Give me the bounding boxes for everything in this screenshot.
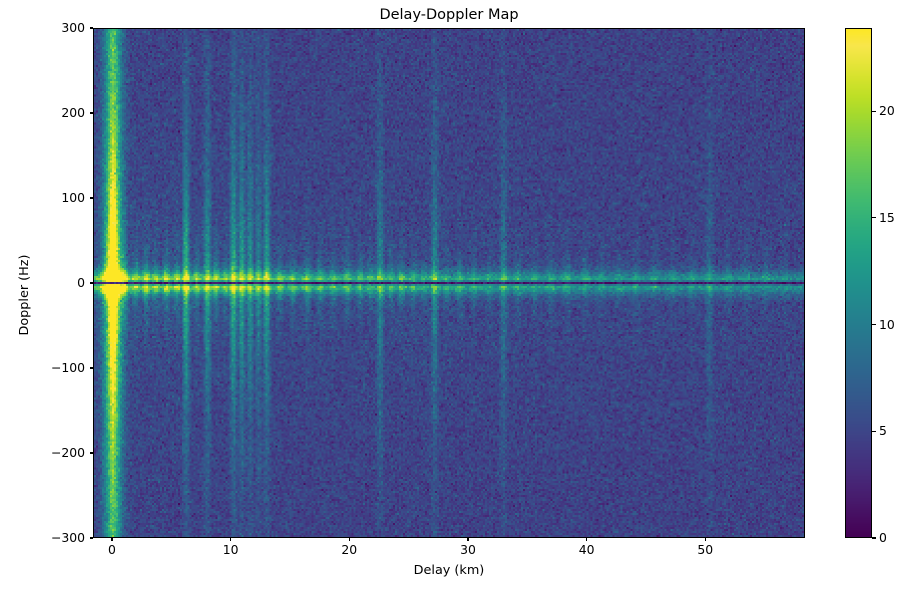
y-axis-tick-mark — [89, 452, 94, 454]
y-axis-tick-label: −100 — [50, 360, 85, 375]
x-axis-tick-label: 50 — [697, 542, 714, 557]
y-axis-tick-label: −300 — [50, 530, 85, 545]
y-axis-tick-mark — [89, 197, 94, 199]
colorbar-tick-label: 0 — [879, 530, 887, 545]
colorbar-tick-label: 5 — [879, 423, 887, 439]
x-axis-tick-label: 30 — [460, 542, 476, 557]
colorbar-tick-label: 15 — [879, 209, 895, 225]
x-axis-tick-label: 10 — [222, 542, 239, 557]
x-axis-tick-mark — [586, 537, 588, 542]
x-axis-tick-mark — [704, 537, 706, 542]
colorbar-gradient — [846, 29, 871, 537]
y-axis-tick-label: 0 — [77, 275, 85, 290]
y-axis-tick-labels: −300 −200 −100 0 100 200 300 — [24, 0, 85, 590]
x-axis-label: Delay (km) — [413, 563, 485, 578]
heatmap-plot-area[interactable] — [93, 28, 805, 538]
y-axis-tick-label: −200 — [50, 445, 85, 460]
y-axis-tick-label: 100 — [61, 190, 85, 205]
colorbar-tick-label: 20 — [879, 103, 895, 119]
y-axis-tick-mark — [89, 282, 94, 284]
colorbar[interactable] — [845, 28, 872, 538]
y-axis-tick-label: 300 — [61, 20, 85, 35]
colorbar-tick-mark — [872, 217, 876, 219]
colorbar-tick-mark — [872, 430, 876, 432]
x-axis-tick-mark — [230, 537, 232, 542]
y-axis-tick-mark — [89, 537, 94, 539]
colorbar-tick-mark — [872, 110, 876, 112]
x-axis-tick-label: 20 — [341, 542, 358, 557]
y-axis-tick-mark — [89, 367, 94, 369]
colorbar-tick-mark — [872, 324, 876, 326]
x-axis-tick-label: 0 — [108, 542, 116, 557]
y-axis-tick-mark — [89, 27, 94, 29]
y-axis-tick-label: 200 — [61, 105, 85, 120]
x-axis-tick-mark — [348, 537, 350, 542]
x-axis-tick-mark — [467, 537, 469, 542]
colorbar-tick-mark — [872, 537, 876, 539]
page-title: Delay-Doppler Map — [379, 7, 519, 23]
colorbar-tick-label: 10 — [879, 316, 895, 332]
delay-doppler-heatmap — [94, 29, 804, 537]
x-axis-tick-mark — [111, 537, 113, 542]
x-axis-tick-label: 40 — [578, 542, 595, 557]
y-axis-tick-mark — [89, 112, 94, 114]
